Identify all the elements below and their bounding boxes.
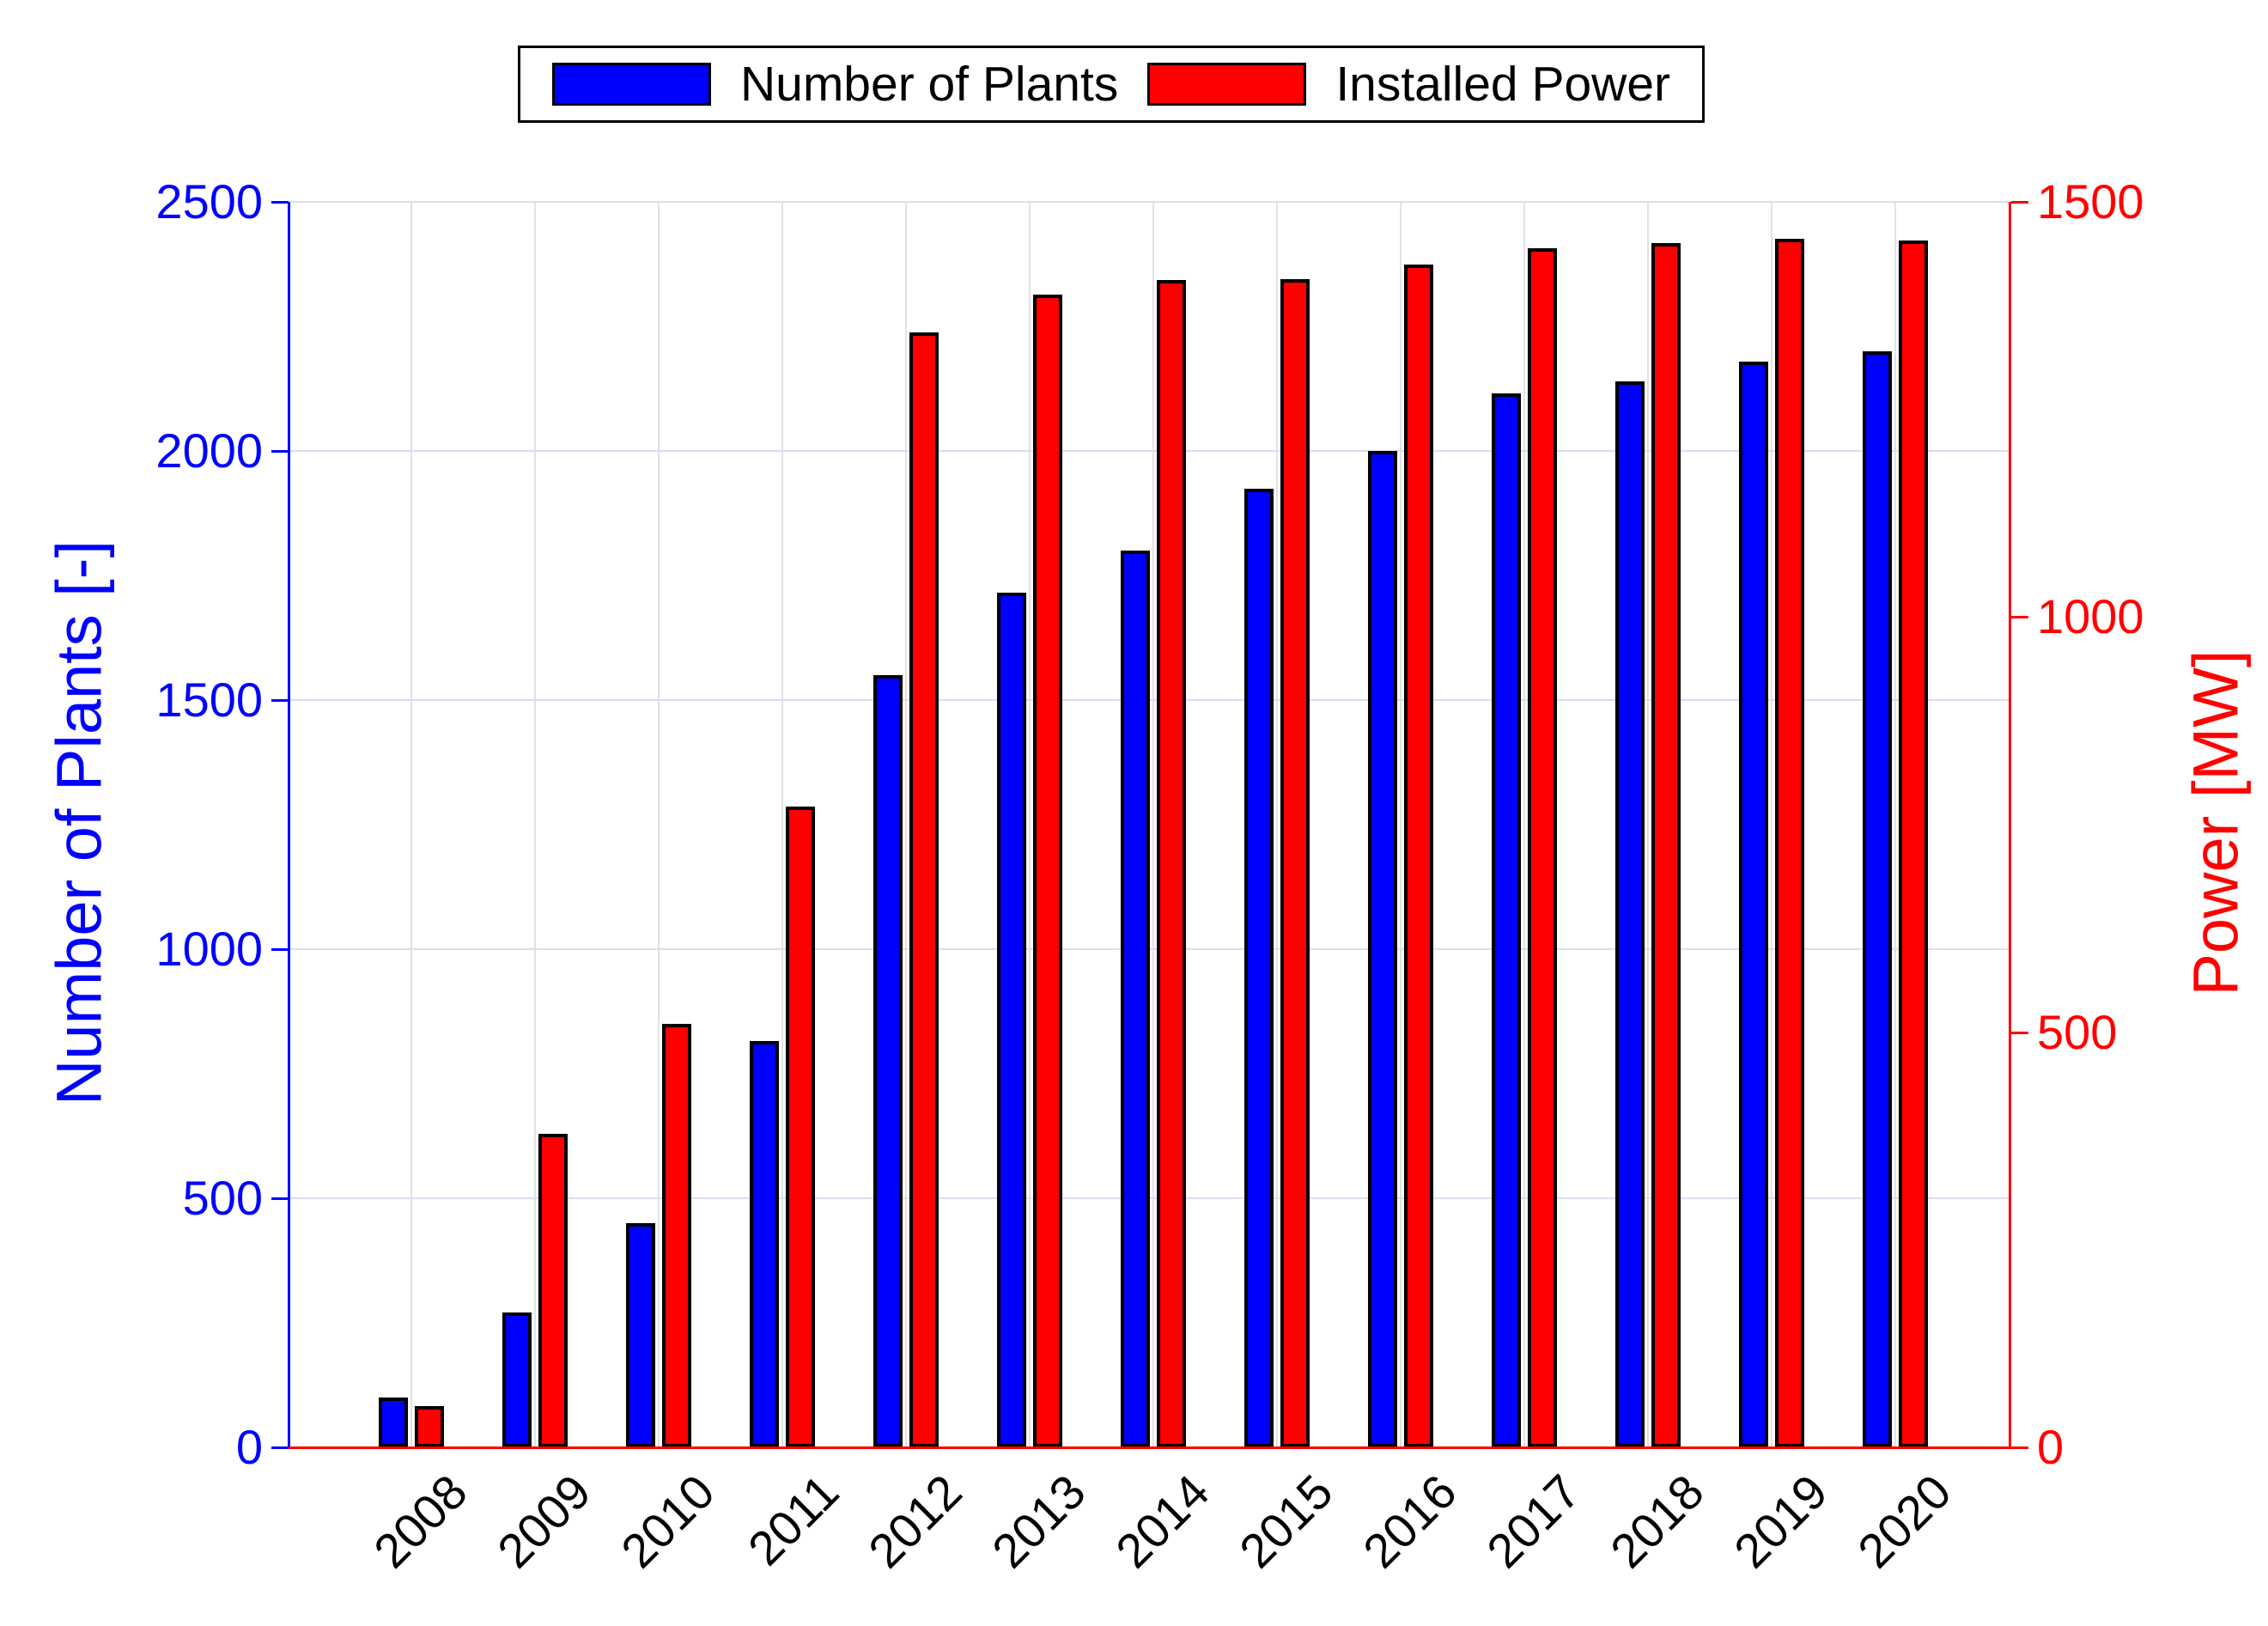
bar-installed-power-2014 (1157, 279, 1186, 1447)
x-gridline-2018 (1647, 202, 1649, 1447)
left-tick-2000 (271, 450, 289, 453)
y-gridline-1000 (290, 948, 2010, 950)
x-gridline-2020 (1894, 202, 1896, 1447)
left-tick-label-1500: 1500 (155, 673, 263, 727)
bar-number-of-plants-2018 (1615, 381, 1645, 1447)
bar-installed-power-2019 (1775, 238, 1804, 1447)
left-tick-1500 (271, 699, 289, 702)
legend-swatch-number-of-plants (551, 63, 711, 106)
bar-number-of-plants-2009 (502, 1312, 532, 1447)
bar-number-of-plants-2015 (1244, 488, 1274, 1447)
bar-installed-power-2017 (1528, 248, 1557, 1447)
left-tick-1000 (271, 948, 289, 951)
x-gridline-2011 (781, 202, 783, 1447)
bar-number-of-plants-2012 (873, 675, 903, 1447)
legend-label-number-of-plants: Number of Plants (739, 57, 1119, 112)
y-gridline-2000 (290, 450, 2010, 452)
bar-number-of-plants-2014 (1121, 551, 1150, 1447)
x-tick-label-2014: 2014 (1105, 1464, 1220, 1579)
bar-number-of-plants-2011 (750, 1041, 779, 1447)
x-gridline-2019 (1771, 202, 1772, 1447)
x-gridline-2014 (1152, 202, 1154, 1447)
left-tick-label-1000: 1000 (155, 922, 263, 976)
x-gridline-2008 (410, 202, 412, 1447)
left-tick-label-0: 0 (235, 1420, 263, 1474)
right-tick-500 (2011, 1031, 2028, 1034)
x-gridline-2013 (1029, 202, 1031, 1447)
bar-installed-power-2018 (1651, 243, 1681, 1447)
x-gridline-2012 (905, 202, 907, 1447)
x-gridline-2009 (534, 202, 536, 1447)
left-axis-title: Number of Plants [-] (43, 539, 115, 1106)
right-tick-label-1500: 1500 (2037, 174, 2144, 228)
x-axis-line (288, 1446, 2011, 1449)
bar-number-of-plants-2010 (626, 1223, 655, 1447)
x-gridline-2016 (1400, 202, 1402, 1447)
right-tick-label-1000: 1000 (2037, 589, 2144, 644)
x-tick-label-2010: 2010 (611, 1464, 726, 1579)
right-tick-1000 (2011, 616, 2028, 619)
bar-number-of-plants-2019 (1739, 361, 1768, 1447)
right-tick-1500 (2011, 201, 2028, 204)
y-gridline-1500 (290, 699, 2010, 701)
bar-installed-power-2009 (538, 1133, 568, 1447)
x-tick-label-2015: 2015 (1229, 1464, 1344, 1579)
right-y-axis-line (2009, 202, 2011, 1447)
right-axis-title: Power [MW] (2180, 649, 2252, 996)
x-tick-label-2016: 2016 (1353, 1464, 1468, 1579)
left-tick-500 (271, 1197, 289, 1200)
bar-installed-power-2013 (1033, 295, 1062, 1447)
left-tick-label-2500: 2500 (155, 174, 263, 228)
bar-number-of-plants-2008 (379, 1398, 408, 1447)
x-gridline-2010 (658, 202, 660, 1447)
left-tick-label-2000: 2000 (155, 423, 263, 478)
bar-installed-power-2011 (786, 806, 815, 1447)
x-tick-label-2009: 2009 (487, 1464, 602, 1579)
legend-label-installed-power: Installed Power (1335, 57, 1671, 112)
y-gridline-2500 (290, 201, 2010, 203)
bar-number-of-plants-2020 (1863, 351, 1892, 1447)
right-tick-0 (2011, 1446, 2028, 1449)
bar-installed-power-2020 (1899, 241, 1928, 1447)
x-gridline-2015 (1276, 202, 1278, 1447)
x-tick-label-2019: 2019 (1724, 1464, 1839, 1579)
bar-installed-power-2012 (909, 332, 939, 1447)
x-tick-label-2020: 2020 (1847, 1464, 1962, 1579)
y-gridline-500 (290, 1197, 2010, 1199)
x-tick-label-2008: 2008 (363, 1464, 478, 1579)
x-tick-label-2012: 2012 (858, 1464, 973, 1579)
x-gridline-2017 (1523, 202, 1525, 1447)
right-tick-label-0: 0 (2037, 1420, 2064, 1474)
bar-number-of-plants-2016 (1368, 451, 1397, 1447)
bar-installed-power-2010 (662, 1024, 691, 1447)
legend-swatch-installed-power (1147, 63, 1307, 106)
bar-installed-power-2008 (415, 1405, 444, 1447)
legend: Number of Plants Installed Power (518, 46, 1705, 123)
right-tick-label-500: 500 (2037, 1004, 2118, 1059)
x-tick-label-2017: 2017 (1476, 1464, 1591, 1579)
x-tick-label-2018: 2018 (1600, 1464, 1715, 1579)
left-tick-label-500: 500 (182, 1171, 263, 1225)
left-tick-0 (271, 1446, 289, 1449)
bar-installed-power-2015 (1280, 278, 1310, 1447)
bar-number-of-plants-2017 (1492, 393, 1521, 1447)
bar-number-of-plants-2013 (997, 593, 1026, 1447)
left-tick-2500 (271, 201, 289, 204)
x-tick-label-2013: 2013 (982, 1464, 1097, 1579)
left-y-axis-line (288, 202, 290, 1447)
bar-installed-power-2016 (1404, 265, 1433, 1447)
x-tick-label-2011: 2011 (737, 1464, 849, 1576)
